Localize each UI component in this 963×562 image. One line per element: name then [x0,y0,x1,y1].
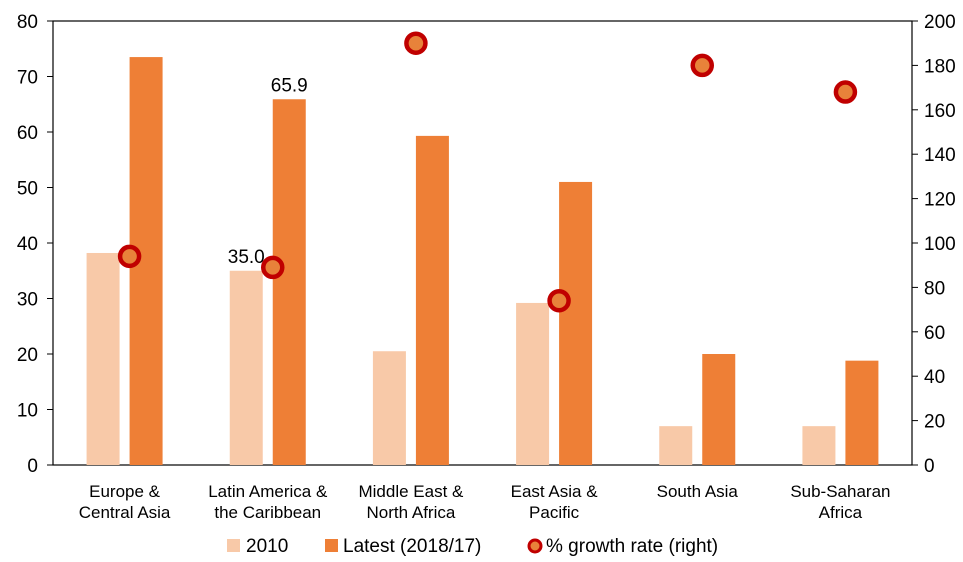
category-label: South Asia [657,482,739,501]
left-tick-label: 30 [17,290,38,311]
right-tick-label: 180 [924,56,956,77]
right-tick-label: 0 [924,456,935,477]
bar-2010 [229,270,263,465]
data-label: 35.0 [228,247,265,268]
growth-point [547,288,571,313]
bars-group [86,57,879,465]
growth-point [117,244,142,269]
right-tick-label: 100 [924,234,956,255]
growth-points-group [117,31,858,313]
growth-point [404,31,428,55]
right-axis: 0 20 40 60 80 100 120 140 160 180 200 [912,12,956,477]
data-label: 65.9 [271,75,308,96]
bar-latest [415,135,449,465]
bar-latest [702,354,736,465]
category-label: Europe & Central Asia [79,482,171,522]
bar-latest [272,99,306,465]
left-tick-label: 0 [27,456,38,477]
right-tick-label: 200 [924,12,956,33]
bar-latest [845,360,879,465]
right-tick-label: 140 [924,145,956,166]
bar-latest [559,181,593,465]
legend-label-2010: 2010 [246,536,288,557]
left-axis: 0 10 20 30 40 50 60 70 80 [17,12,53,477]
right-tick-label: 160 [924,101,956,122]
category-label: East Asia & Pacific [511,482,599,522]
data-labels-group: 35.0 65.9 [228,75,308,267]
bar-2010 [372,351,406,465]
legend-swatch-2010 [227,539,240,552]
category-labels: Europe & Central Asia Latin America & the C… [79,482,891,522]
plot-frame [52,20,913,466]
left-tick-label: 50 [17,179,38,200]
category-label: Latin America & the Caribbean [208,482,328,522]
bar-2010 [659,426,693,465]
left-tick-label: 70 [17,68,38,89]
growth-point [261,255,285,280]
left-tick-label: 20 [17,345,38,366]
growth-point [690,53,714,78]
bar-2010 [802,426,836,465]
legend-label-latest: Latest (2018/17) [343,536,481,557]
legend-swatch-latest [325,539,338,552]
left-tick-label: 10 [17,401,38,422]
right-tick-label: 20 [924,412,945,433]
right-tick-label: 120 [924,190,956,211]
bar-2010 [86,252,120,465]
plot-border [52,20,913,466]
right-tick-label: 80 [924,278,945,299]
right-tick-label: 40 [924,367,945,388]
right-tick-label: 60 [924,323,945,344]
legend: 2010 Latest (2018/17) % growth rate (right… [227,536,718,557]
growth-point [833,80,858,104]
bar-2010 [516,302,550,465]
legend-marker-growth [527,538,543,554]
category-label: Middle East & North Africa [358,482,464,522]
left-tick-label: 60 [17,123,38,144]
left-tick-label: 40 [17,234,38,255]
category-label: Sub-Saharan Africa [790,482,890,522]
legend-label-growth: % growth rate (right) [546,536,718,557]
left-tick-label: 80 [17,12,38,33]
